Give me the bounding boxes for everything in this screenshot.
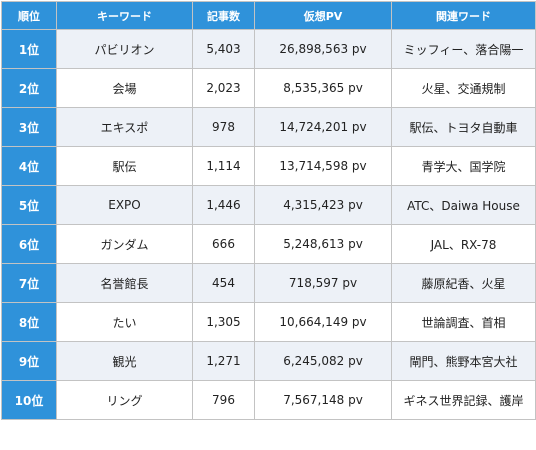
related-words-cell: 駅伝、トヨタ自動車 <box>391 107 536 147</box>
table-row: 5位 EXPO 1,446 4,315,423 pv ATC、Daiwa House <box>1 185 536 225</box>
article-count-cell: 2,023 <box>192 68 255 108</box>
header-related-words: 関連ワード <box>391 1 536 30</box>
table-row: 1位 パビリオン 5,403 26,898,563 pv ミッフィー、落合陽一 <box>1 29 536 69</box>
article-count-cell: 1,446 <box>192 185 255 225</box>
virtual-pv-cell: 26,898,563 pv <box>254 29 392 69</box>
article-count-cell: 1,271 <box>192 341 255 381</box>
virtual-pv-cell: 14,724,201 pv <box>254 107 392 147</box>
header-virtual-pv: 仮想PV <box>254 1 392 30</box>
article-count-cell: 1,305 <box>192 302 255 342</box>
rank-cell: 8位 <box>1 302 57 342</box>
table-row: 2位 会場 2,023 8,535,365 pv 火星、交通規制 <box>1 68 536 108</box>
related-words-cell: 閘門、熊野本宮大社 <box>391 341 536 381</box>
table-row: 7位 名誉館長 454 718,597 pv 藤原紀香、火星 <box>1 263 536 303</box>
rank-cell: 5位 <box>1 185 57 225</box>
keyword-cell: 名誉館長 <box>56 263 193 303</box>
related-words-cell: ギネス世界記録、護岸 <box>391 380 536 420</box>
related-words-cell: 世論調査、首相 <box>391 302 536 342</box>
table-row: 9位 観光 1,271 6,245,082 pv 閘門、熊野本宮大社 <box>1 341 536 381</box>
related-words-cell: ATC、Daiwa House <box>391 185 536 225</box>
virtual-pv-cell: 6,245,082 pv <box>254 341 392 381</box>
virtual-pv-cell: 718,597 pv <box>254 263 392 303</box>
rank-cell: 7位 <box>1 263 57 303</box>
article-count-cell: 1,114 <box>192 146 255 186</box>
keyword-cell: リング <box>56 380 193 420</box>
table-row: 10位 リング 796 7,567,148 pv ギネス世界記録、護岸 <box>1 380 536 420</box>
article-count-cell: 666 <box>192 224 255 264</box>
virtual-pv-cell: 8,535,365 pv <box>254 68 392 108</box>
virtual-pv-cell: 5,248,613 pv <box>254 224 392 264</box>
related-words-cell: 火星、交通規制 <box>391 68 536 108</box>
keyword-cell: たい <box>56 302 193 342</box>
keyword-cell: 駅伝 <box>56 146 193 186</box>
related-words-cell: 青学大、国学院 <box>391 146 536 186</box>
table-row: 4位 駅伝 1,114 13,714,598 pv 青学大、国学院 <box>1 146 536 186</box>
virtual-pv-cell: 10,664,149 pv <box>254 302 392 342</box>
related-words-cell: 藤原紀香、火星 <box>391 263 536 303</box>
table-body: 1位 パビリオン 5,403 26,898,563 pv ミッフィー、落合陽一 2位 会場 2… <box>1 29 536 420</box>
rank-cell: 4位 <box>1 146 57 186</box>
keyword-cell: 会場 <box>56 68 193 108</box>
article-count-cell: 978 <box>192 107 255 147</box>
header-keyword: キーワード <box>56 1 193 30</box>
virtual-pv-cell: 4,315,423 pv <box>254 185 392 225</box>
rank-cell: 1位 <box>1 29 57 69</box>
header-rank: 順位 <box>1 1 57 30</box>
rank-cell: 9位 <box>1 341 57 381</box>
related-words-cell: JAL、RX-78 <box>391 224 536 264</box>
article-count-cell: 796 <box>192 380 255 420</box>
rank-cell: 6位 <box>1 224 57 264</box>
table-row: 6位 ガンダム 666 5,248,613 pv JAL、RX-78 <box>1 224 536 264</box>
header-row: 順位 キーワード 記事数 仮想PV 関連ワード <box>1 1 536 30</box>
virtual-pv-cell: 7,567,148 pv <box>254 380 392 420</box>
rank-cell: 3位 <box>1 107 57 147</box>
keyword-cell: エキスポ <box>56 107 193 147</box>
keyword-cell: パビリオン <box>56 29 193 69</box>
keyword-ranking-table: 順位 キーワード 記事数 仮想PV 関連ワード 1位 パビリオン 5,403 26,8… <box>1 1 536 420</box>
table-header: 順位 キーワード 記事数 仮想PV 関連ワード <box>1 1 536 30</box>
keyword-cell: 観光 <box>56 341 193 381</box>
table-row: 8位 たい 1,305 10,664,149 pv 世論調査、首相 <box>1 302 536 342</box>
article-count-cell: 454 <box>192 263 255 303</box>
rank-cell: 2位 <box>1 68 57 108</box>
header-article-count: 記事数 <box>192 1 255 30</box>
virtual-pv-cell: 13,714,598 pv <box>254 146 392 186</box>
table-row: 3位 エキスポ 978 14,724,201 pv 駅伝、トヨタ自動車 <box>1 107 536 147</box>
rank-cell: 10位 <box>1 380 57 420</box>
related-words-cell: ミッフィー、落合陽一 <box>391 29 536 69</box>
keyword-cell: EXPO <box>56 185 193 225</box>
article-count-cell: 5,403 <box>192 29 255 69</box>
keyword-cell: ガンダム <box>56 224 193 264</box>
